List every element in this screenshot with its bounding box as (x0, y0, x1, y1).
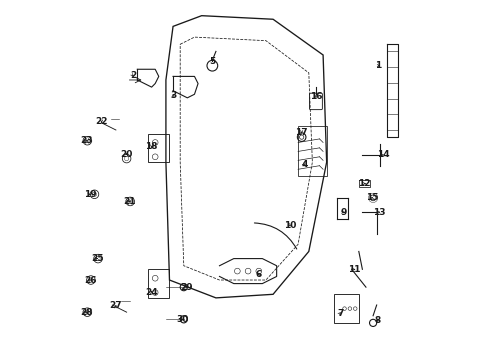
Text: 12: 12 (358, 179, 370, 188)
Bar (148, 269, 169, 298)
Text: 25: 25 (91, 254, 103, 263)
Text: 7: 7 (336, 309, 343, 318)
Text: 5: 5 (209, 57, 215, 66)
Text: 15: 15 (365, 193, 378, 202)
Text: 19: 19 (83, 190, 96, 199)
Text: 8: 8 (374, 316, 380, 325)
Text: 13: 13 (372, 208, 385, 217)
Bar (148, 134, 169, 162)
Text: 14: 14 (376, 150, 388, 159)
Text: 9: 9 (340, 208, 346, 217)
Text: 18: 18 (145, 143, 158, 152)
Text: 26: 26 (83, 275, 96, 284)
Text: 11: 11 (347, 265, 360, 274)
Text: 20: 20 (120, 150, 133, 159)
Text: 23: 23 (81, 136, 93, 145)
Text: 6: 6 (255, 270, 262, 279)
Text: 4: 4 (301, 160, 307, 169)
Text: 2: 2 (129, 71, 136, 80)
Text: 24: 24 (145, 288, 158, 297)
Text: 10: 10 (284, 221, 296, 230)
Text: 29: 29 (180, 283, 192, 292)
Text: 28: 28 (80, 308, 93, 317)
Text: 17: 17 (295, 128, 307, 137)
Text: 30: 30 (176, 315, 189, 324)
Bar (333, 294, 358, 323)
Text: 21: 21 (123, 197, 135, 206)
Text: 27: 27 (109, 301, 122, 310)
Text: 16: 16 (309, 93, 322, 102)
Text: 22: 22 (95, 117, 108, 126)
Text: 1: 1 (375, 61, 381, 70)
Text: 3: 3 (170, 91, 176, 100)
Bar (298, 126, 326, 176)
